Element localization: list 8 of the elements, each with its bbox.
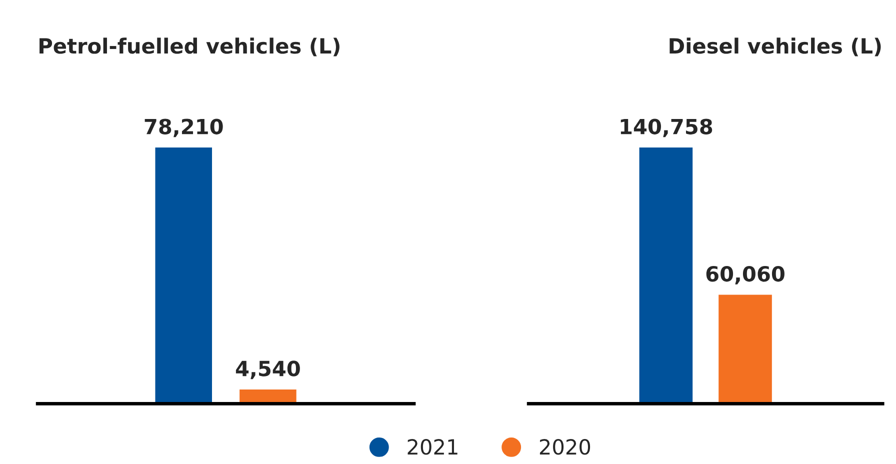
chart-title: Diesel vehicles (L) xyxy=(670,38,881,56)
data-label: 4,540 xyxy=(236,360,300,380)
data-label: 78,210 xyxy=(144,118,223,138)
legend-label: 2020 xyxy=(540,439,590,455)
legend-label: 2021 xyxy=(408,439,458,455)
data-label: 60,060 xyxy=(706,266,784,284)
chart-title: Petrol-fuelled vehicles (L) xyxy=(40,38,340,56)
data-label: 140,758 xyxy=(620,118,712,138)
